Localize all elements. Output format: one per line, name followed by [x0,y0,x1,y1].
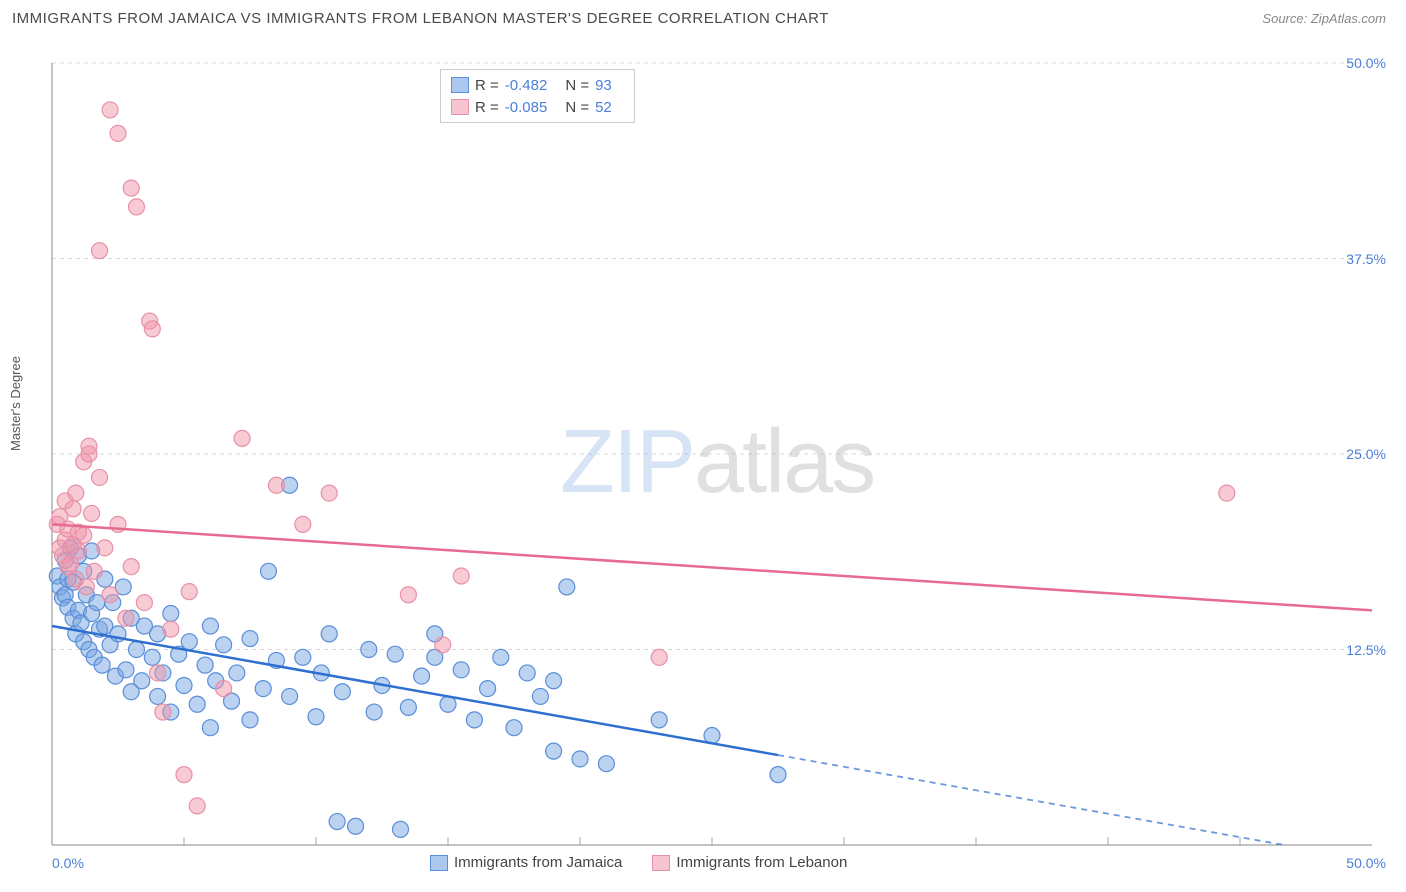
y-tick-label: 50.0% [1346,55,1386,71]
source-attribution: Source: ZipAtlas.com [1262,11,1386,26]
legend-row-lebanon: R = -0.085 N = 52 [451,96,624,118]
n-value-lebanon: 52 [595,99,612,116]
chart-title: IMMIGRANTS FROM JAMAICA VS IMMIGRANTS FR… [12,10,829,27]
n-value-jamaica: 93 [595,77,612,94]
swatch-lebanon-icon [652,855,670,871]
swatch-lebanon [451,99,469,115]
r-value-lebanon: -0.085 [505,99,548,116]
y-axis-label: Master's Degree [8,356,23,451]
y-tick-label: 25.0% [1346,446,1386,462]
y-tick-label: 37.5% [1346,251,1386,267]
correlation-legend: R = -0.482 N = 93 R = -0.085 N = 52 [440,69,635,123]
swatch-jamaica-icon [430,855,448,871]
legend-item-jamaica: Immigrants from Jamaica [430,854,622,871]
scatter-plot-svg [0,31,1406,881]
x-axis-min: 0.0% [52,855,84,871]
chart-header: IMMIGRANTS FROM JAMAICA VS IMMIGRANTS FR… [0,0,1406,31]
y-tick-label: 12.5% [1346,642,1386,658]
swatch-jamaica [451,77,469,93]
legend-item-lebanon: Immigrants from Lebanon [652,854,847,871]
r-value-jamaica: -0.482 [505,77,548,94]
series-legend: Immigrants from Jamaica Immigrants from … [430,854,847,871]
source-link[interactable]: ZipAtlas.com [1311,11,1386,26]
legend-row-jamaica: R = -0.482 N = 93 [451,74,624,96]
chart-area: Master's Degree ZIPatlas 12.5%25.0%37.5%… [0,31,1406,881]
x-axis-max: 50.0% [1346,855,1386,871]
